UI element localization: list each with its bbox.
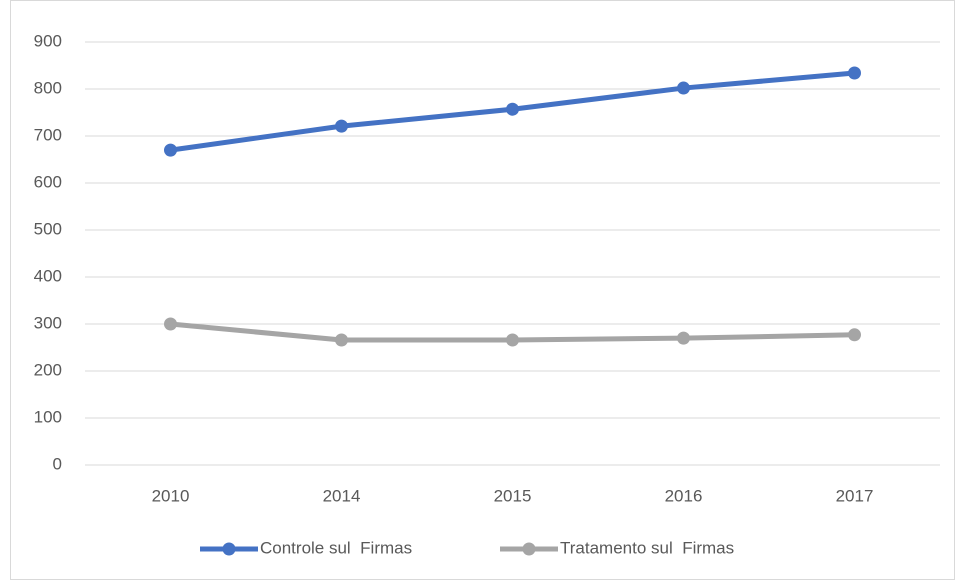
- data-point: [677, 331, 690, 345]
- data-point: [506, 102, 519, 116]
- legend-label: Tratamento sul Firmas: [560, 538, 734, 557]
- data-point: [677, 81, 690, 95]
- x-tick-label: 2017: [836, 486, 874, 505]
- data-point: [335, 119, 348, 133]
- data-point: [164, 317, 177, 331]
- y-tick-label: 900: [34, 31, 62, 50]
- legend-marker: [522, 542, 536, 556]
- y-tick-label: 800: [34, 78, 62, 97]
- y-tick-label: 100: [34, 407, 62, 426]
- chart-border: [10, 0, 955, 580]
- data-point: [848, 328, 861, 342]
- y-tick-label: 400: [34, 266, 62, 285]
- data-point: [848, 66, 861, 80]
- x-tick-label: 2014: [323, 486, 361, 505]
- legend-label: Controle sul Firmas: [260, 538, 412, 557]
- x-tick-label: 2010: [152, 486, 190, 505]
- data-point: [164, 143, 177, 157]
- data-point: [335, 333, 348, 347]
- x-tick-label: 2015: [494, 486, 532, 505]
- y-tick-label: 700: [34, 125, 62, 144]
- y-tick-label: 200: [34, 360, 62, 379]
- y-tick-label: 0: [53, 454, 62, 473]
- y-tick-label: 500: [34, 219, 62, 238]
- legend-marker: [222, 542, 236, 556]
- x-tick-label: 2016: [665, 486, 703, 505]
- y-tick-label: 600: [34, 172, 62, 191]
- y-tick-label: 300: [34, 313, 62, 332]
- data-point: [506, 333, 519, 347]
